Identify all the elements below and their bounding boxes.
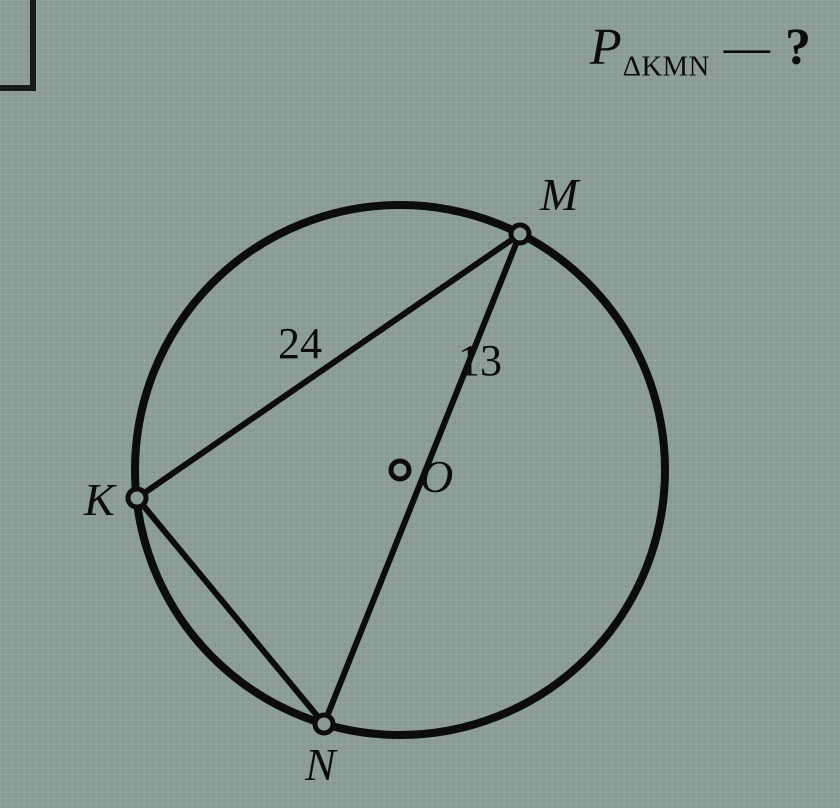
question-text: PΔKMN — ?	[590, 18, 812, 83]
corner-bracket	[0, 0, 36, 91]
point-K	[128, 489, 146, 507]
edge-KN	[137, 498, 324, 724]
question-subscript: ΔKMN	[623, 51, 710, 82]
point-O	[391, 461, 409, 479]
point-label-N: N	[304, 739, 338, 780]
question-separator: —	[724, 19, 771, 76]
point-label-O: O	[420, 451, 453, 502]
point-M	[511, 225, 529, 243]
point-label-K: K	[83, 474, 117, 525]
point-label-M: M	[539, 169, 581, 220]
geometry-diagram: 24 13 M K N O	[60, 140, 700, 780]
edge-label-KM: 24	[278, 319, 322, 368]
question-rhs: ?	[785, 19, 812, 76]
point-N	[315, 715, 333, 733]
edge-label-MN: 13	[458, 336, 502, 385]
question-lhs: P	[590, 19, 623, 76]
